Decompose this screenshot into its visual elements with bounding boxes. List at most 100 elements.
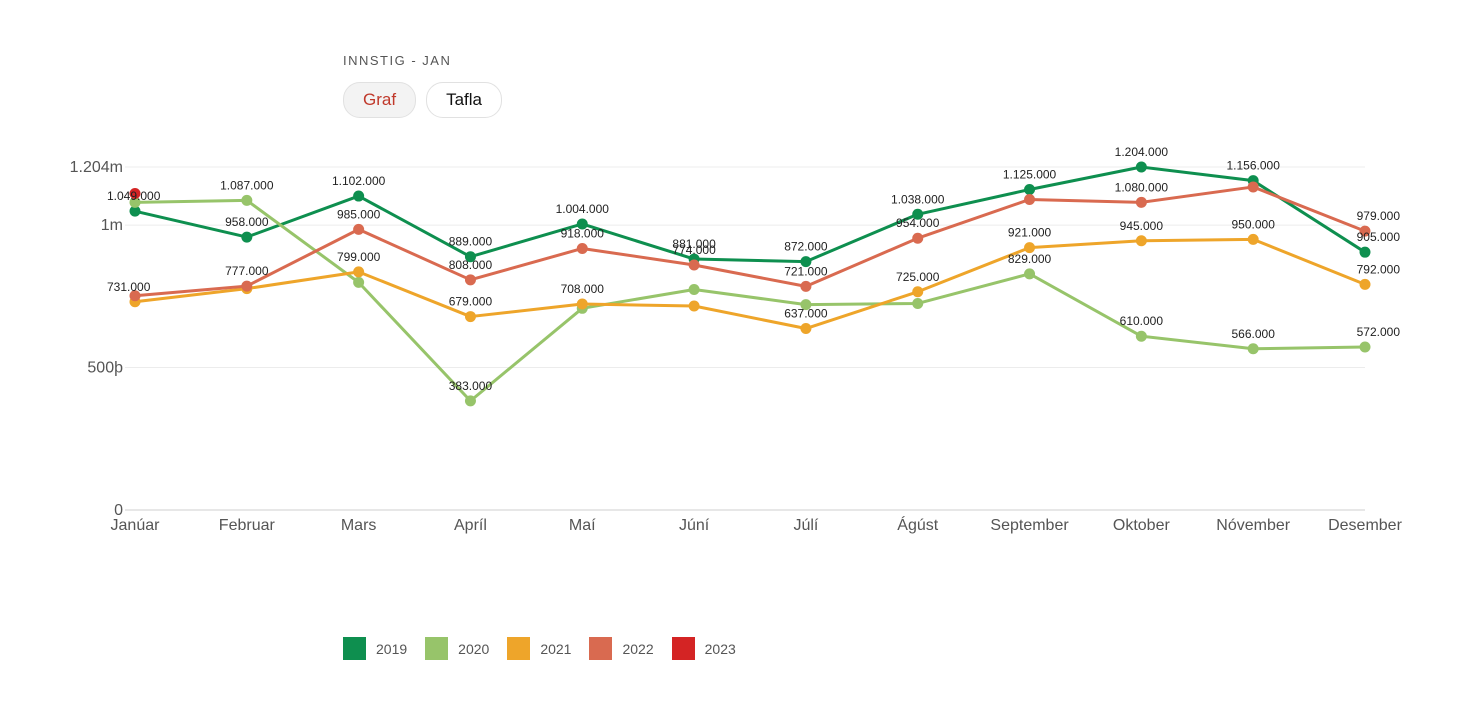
data-point-2020 (1247, 343, 1259, 355)
data-label-2022: 954.000 (896, 216, 940, 230)
data-point-2019 (1359, 246, 1371, 258)
tab-table[interactable]: Tafla (426, 82, 502, 118)
data-label-2021: 679.000 (449, 295, 493, 309)
legend-label: 2022 (622, 640, 654, 657)
data-label-2019: 872.000 (784, 240, 828, 254)
data-point-2020 (800, 299, 812, 311)
data-point-2021 (576, 298, 588, 310)
data-point-2022 (912, 232, 924, 244)
data-point-2020 (912, 297, 924, 309)
data-point-2021 (353, 266, 365, 278)
data-label-2019: 1.125.000 (1003, 168, 1057, 182)
x-tick-label: Janúar (111, 517, 161, 534)
legend-label: 2021 (540, 640, 572, 657)
legend-swatch (343, 637, 366, 660)
data-point-2022 (1024, 193, 1036, 205)
data-label-2019: 1.204.000 (1115, 145, 1169, 159)
x-tick-label: Ágúst (897, 515, 938, 534)
data-label-2022: 777.000 (225, 264, 269, 278)
data-label-2019: 1.102.000 (332, 174, 386, 188)
x-tick-label: Júlí (793, 517, 818, 534)
data-label-2022: 721.000 (784, 264, 828, 278)
data-point-2022 (464, 274, 476, 286)
x-tick-label: Nóvember (1216, 517, 1290, 534)
data-label-2021: 637.000 (784, 307, 828, 321)
chart-subtitle: INNSTIG - JAN (343, 53, 452, 68)
legend-item-2021[interactable]: 2021 (507, 637, 571, 660)
tab-graph[interactable]: Graf (343, 82, 417, 118)
x-tick-label: Maí (569, 517, 596, 534)
data-label-2021: 799.000 (337, 250, 381, 264)
data-label-2021: 792.000 (1357, 262, 1401, 276)
data-point-2019 (129, 205, 141, 217)
data-point-2023 (129, 187, 141, 199)
y-tick-label: 1.204m (70, 159, 123, 176)
legend-swatch (671, 637, 695, 660)
data-label-2021: 708.000 (561, 282, 605, 296)
data-point-2020 (1359, 341, 1371, 353)
data-label-2019: 881.000 (672, 237, 716, 251)
series-line-2019 (133, 165, 1367, 264)
data-label-2020: 610.000 (1120, 314, 1164, 328)
data-point-2020 (688, 284, 700, 295)
data-point-2020 (129, 196, 141, 208)
data-point-2020 (241, 194, 253, 206)
data-label-2021: 725.000 (896, 270, 940, 284)
data-point-2020 (464, 395, 476, 407)
y-tick-label: 500þ (87, 360, 123, 377)
data-point-2021 (1247, 233, 1259, 245)
data-point-2022 (1247, 181, 1259, 193)
data-label-2019: 1.038.000 (891, 192, 945, 206)
data-label-2020: 572.000 (1357, 325, 1401, 339)
data-label-2020: 1.087.000 (220, 178, 274, 192)
legend-item-2023[interactable]: 2023 (671, 637, 736, 660)
data-point-2022 (1359, 225, 1371, 237)
data-point-2019 (353, 190, 365, 202)
legend-item-2022[interactable]: 2022 (589, 637, 654, 660)
x-tick-label: Februar (219, 517, 276, 534)
data-label-2022: 979.000 (1357, 209, 1401, 223)
data-label-2021: 945.000 (1120, 219, 1164, 233)
data-label-2019: 889.000 (449, 235, 493, 249)
data-point-2022 (129, 290, 141, 302)
data-label-2022: 985.000 (337, 207, 381, 221)
data-point-2022 (800, 280, 812, 292)
data-label-2019: 1.156.000 (1226, 159, 1280, 173)
data-point-2022 (576, 242, 588, 254)
data-point-2022 (688, 259, 700, 271)
view-tabs: Graf Tafla (343, 82, 502, 118)
data-point-2021 (1135, 235, 1147, 247)
data-point-2019 (1135, 161, 1147, 173)
data-label-2020: 566.000 (1231, 327, 1275, 341)
data-point-2021 (912, 286, 924, 298)
chart-legend: 2019 2020 2021 2022 2023 (343, 637, 736, 660)
data-label-2022: 1.080.000 (1115, 180, 1169, 194)
y-tick-label: 1m (101, 217, 123, 234)
data-point-2019 (576, 218, 588, 230)
data-point-2022 (1135, 196, 1147, 208)
data-label-2021: 731.000 (107, 280, 151, 294)
data-point-2019 (1024, 184, 1036, 196)
data-label-2021: 921.000 (1008, 226, 1052, 240)
data-point-2019 (800, 256, 812, 268)
y-tick-label: 0 (114, 502, 123, 519)
legend-item-2019[interactable]: 2019 (343, 637, 407, 660)
data-point-2020 (1135, 330, 1147, 342)
series-line-2020 (133, 198, 1367, 403)
data-point-2021 (1024, 242, 1036, 254)
series-line-2022 (133, 185, 1367, 298)
data-label-2019: 1.049.000 (107, 189, 161, 203)
legend-item-2020[interactable]: 2020 (425, 637, 489, 660)
data-label-2019: 1.004.000 (556, 202, 610, 216)
data-label-2020: 829.000 (1008, 252, 1052, 266)
data-point-2020 (1024, 268, 1036, 280)
series-line-2021 (133, 237, 1367, 331)
data-point-2021 (1359, 278, 1371, 290)
data-point-2019 (464, 251, 476, 263)
x-tick-label: September (990, 517, 1069, 534)
data-label-2019: 905.000 (1357, 230, 1401, 244)
data-point-2021 (688, 300, 700, 312)
data-label-2021: 950.000 (1231, 217, 1275, 231)
legend-label: 2023 (704, 640, 736, 657)
x-tick-label: Júní (679, 517, 710, 534)
